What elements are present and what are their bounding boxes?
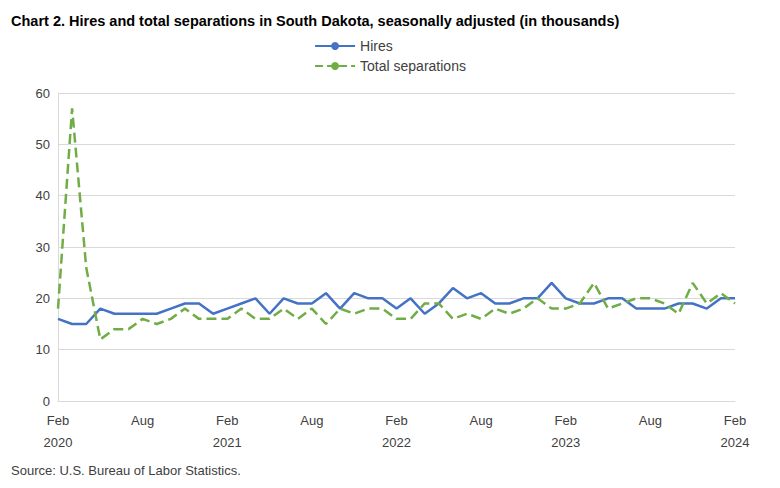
svg-text:2024: 2024 xyxy=(721,435,750,450)
svg-text:Aug: Aug xyxy=(131,413,154,428)
svg-text:2022: 2022 xyxy=(382,435,411,450)
svg-text:Feb: Feb xyxy=(216,413,238,428)
svg-text:Source: U.S. Bureau of Labor S: Source: U.S. Bureau of Labor Statistics. xyxy=(11,463,241,478)
svg-text:2021: 2021 xyxy=(213,435,242,450)
svg-text:2023: 2023 xyxy=(551,435,580,450)
svg-text:Feb: Feb xyxy=(555,413,577,428)
svg-text:40: 40 xyxy=(36,188,50,203)
svg-text:Hires: Hires xyxy=(360,38,393,54)
svg-text:20: 20 xyxy=(36,291,50,306)
svg-text:60: 60 xyxy=(36,86,50,101)
svg-text:0: 0 xyxy=(43,394,50,409)
svg-text:50: 50 xyxy=(36,137,50,152)
svg-text:Feb: Feb xyxy=(47,413,69,428)
svg-text:Feb: Feb xyxy=(385,413,407,428)
svg-text:Aug: Aug xyxy=(470,413,493,428)
svg-text:2020: 2020 xyxy=(44,435,73,450)
svg-text:30: 30 xyxy=(36,240,50,255)
svg-text:10: 10 xyxy=(36,342,50,357)
svg-text:Feb: Feb xyxy=(724,413,746,428)
svg-text:Chart 2. Hires and total separ: Chart 2. Hires and total separations in … xyxy=(11,13,619,29)
svg-text:Aug: Aug xyxy=(639,413,662,428)
svg-text:Aug: Aug xyxy=(300,413,323,428)
svg-text:Total separations: Total separations xyxy=(360,58,466,74)
